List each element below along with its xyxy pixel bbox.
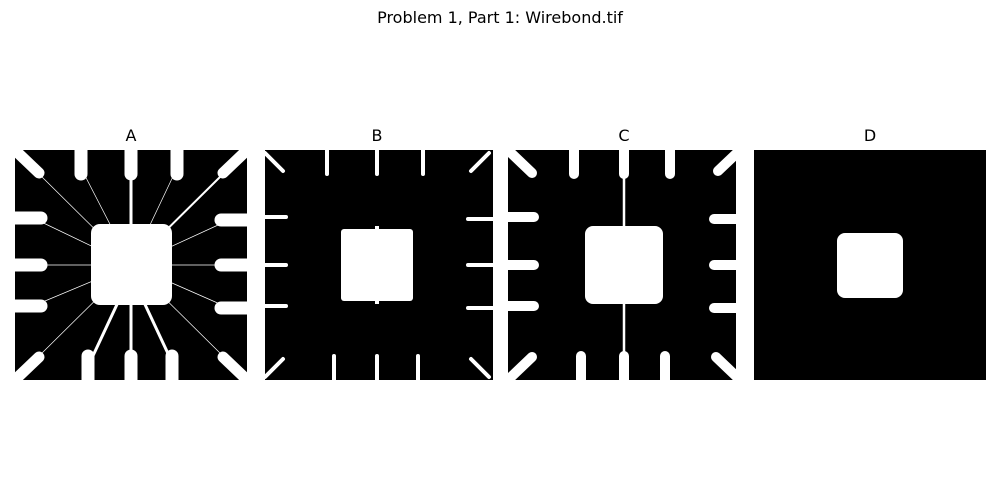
- wirebond-original-image: [15, 150, 247, 380]
- wirebond-pad-only-image: [754, 150, 986, 380]
- panel-d-title: D: [863, 126, 877, 145]
- wirebond-opened-image: [508, 150, 740, 380]
- panel-a-title: A: [125, 126, 137, 145]
- panel-c-image: [508, 150, 740, 380]
- figure-title: Problem 1, Part 1: Wirebond.tif: [377, 8, 623, 27]
- panel-b-image: [261, 150, 493, 380]
- panel-c-title: C: [618, 126, 630, 145]
- panel-b-title: B: [371, 126, 383, 145]
- panel-a-image: [15, 150, 247, 380]
- panel-d-image: [754, 150, 986, 380]
- wirebond-eroded-image: [261, 150, 493, 380]
